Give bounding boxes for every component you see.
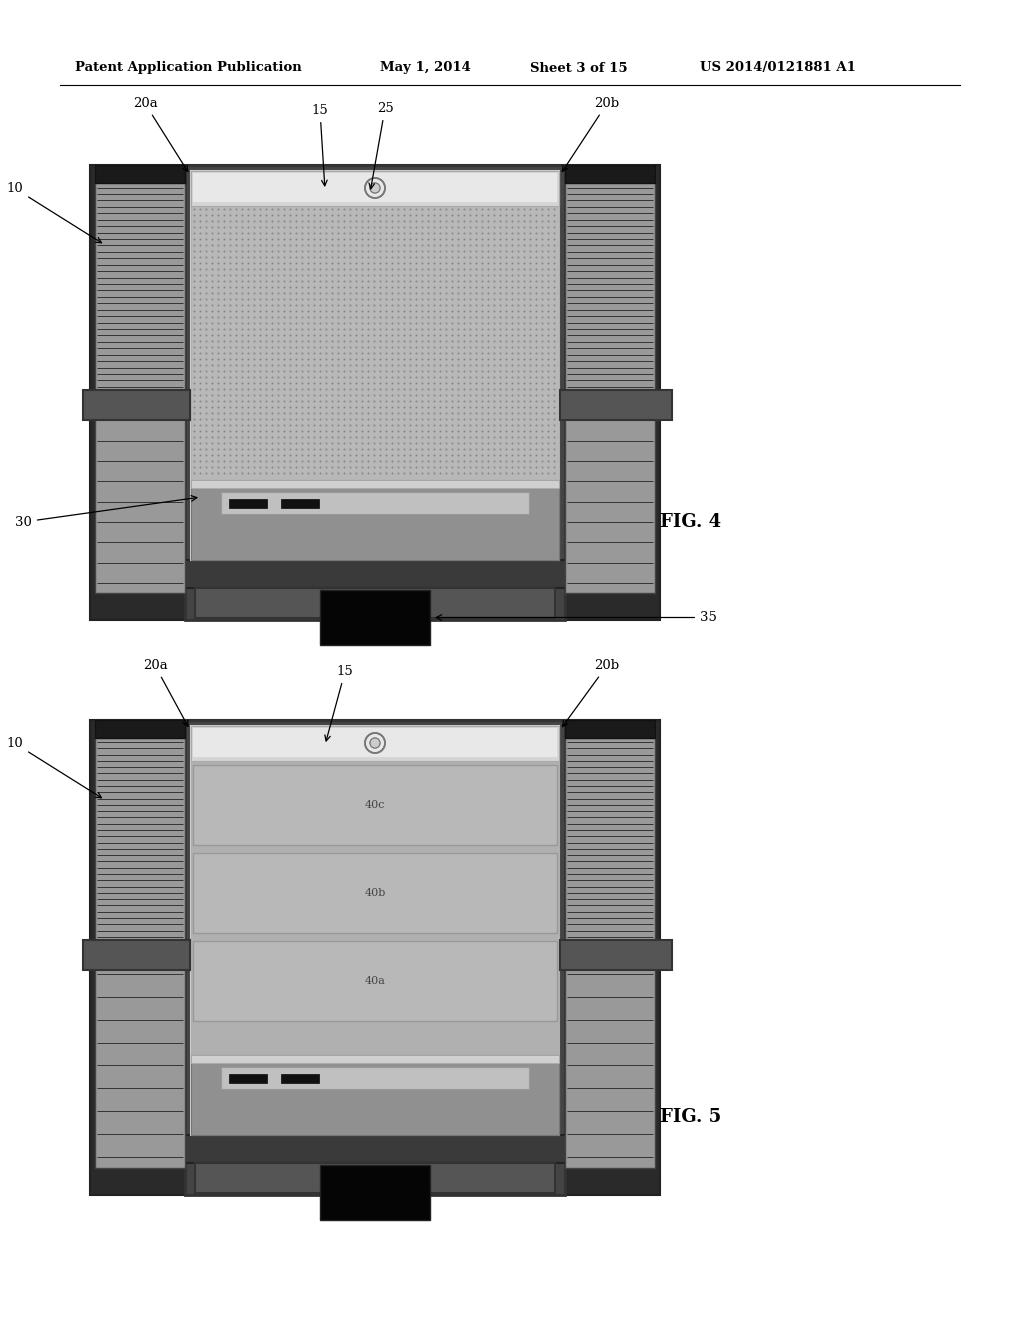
Text: Patent Application Publication: Patent Application Publication bbox=[75, 62, 302, 74]
Bar bbox=[193, 173, 557, 202]
Text: 20a: 20a bbox=[133, 96, 187, 172]
Bar bbox=[193, 941, 557, 1020]
Text: FIG. 4: FIG. 4 bbox=[660, 513, 721, 531]
Bar bbox=[95, 165, 185, 183]
Bar bbox=[191, 726, 559, 1135]
Text: May 1, 2014: May 1, 2014 bbox=[380, 62, 471, 74]
Bar bbox=[193, 853, 557, 933]
Bar bbox=[193, 729, 557, 756]
Bar bbox=[560, 389, 672, 420]
Circle shape bbox=[370, 183, 380, 193]
Bar bbox=[221, 1067, 529, 1089]
Bar bbox=[83, 389, 190, 420]
Bar bbox=[281, 1073, 319, 1082]
Bar bbox=[191, 172, 559, 206]
Bar bbox=[229, 1073, 267, 1082]
Text: 35: 35 bbox=[436, 611, 717, 624]
Text: 10: 10 bbox=[6, 737, 101, 797]
Bar bbox=[221, 492, 529, 513]
Text: 25: 25 bbox=[369, 102, 393, 189]
Bar bbox=[191, 172, 559, 206]
Bar bbox=[193, 729, 557, 756]
Text: 40a: 40a bbox=[365, 975, 385, 986]
Bar bbox=[319, 1166, 430, 1220]
Bar bbox=[560, 940, 672, 970]
Bar bbox=[181, 560, 569, 587]
Bar bbox=[565, 165, 655, 183]
Text: FIG. 5: FIG. 5 bbox=[660, 1107, 721, 1126]
Bar bbox=[191, 206, 559, 480]
Text: 20a: 20a bbox=[142, 659, 188, 726]
Bar bbox=[565, 389, 655, 593]
Text: 10: 10 bbox=[6, 182, 101, 243]
Bar bbox=[281, 499, 319, 507]
Circle shape bbox=[370, 738, 380, 748]
Bar bbox=[191, 726, 559, 762]
Bar bbox=[193, 173, 557, 202]
Text: US 2014/0121881 A1: US 2014/0121881 A1 bbox=[700, 62, 856, 74]
Bar bbox=[95, 389, 185, 593]
Text: 20b: 20b bbox=[562, 659, 620, 726]
Text: 40b: 40b bbox=[365, 888, 386, 898]
Bar bbox=[319, 590, 430, 645]
Bar bbox=[191, 726, 559, 762]
Bar bbox=[193, 766, 557, 845]
Bar bbox=[229, 499, 267, 507]
Bar bbox=[191, 172, 559, 560]
Bar bbox=[565, 165, 655, 389]
Bar bbox=[195, 587, 555, 618]
Bar bbox=[565, 940, 655, 1168]
Bar bbox=[90, 719, 660, 1195]
Text: 15: 15 bbox=[311, 104, 329, 186]
Bar bbox=[195, 1163, 555, 1193]
Bar bbox=[95, 165, 185, 389]
Bar bbox=[181, 1135, 569, 1163]
Text: 20b: 20b bbox=[562, 96, 620, 172]
Bar bbox=[185, 165, 565, 620]
Bar bbox=[191, 1055, 559, 1063]
Circle shape bbox=[370, 183, 380, 193]
Bar bbox=[90, 165, 660, 620]
Text: 40c: 40c bbox=[365, 800, 385, 810]
Bar bbox=[95, 719, 185, 940]
Bar bbox=[95, 940, 185, 1168]
Text: 15: 15 bbox=[325, 665, 353, 741]
Bar bbox=[565, 719, 655, 940]
Bar bbox=[83, 940, 190, 970]
Bar bbox=[191, 762, 559, 1055]
Bar bbox=[191, 1055, 559, 1135]
Bar bbox=[191, 480, 559, 488]
Text: Sheet 3 of 15: Sheet 3 of 15 bbox=[530, 62, 628, 74]
Bar bbox=[95, 719, 185, 738]
Circle shape bbox=[370, 738, 380, 748]
Bar bbox=[565, 719, 655, 738]
Text: 30: 30 bbox=[15, 495, 197, 528]
Bar bbox=[191, 480, 559, 560]
Bar bbox=[185, 719, 565, 1195]
